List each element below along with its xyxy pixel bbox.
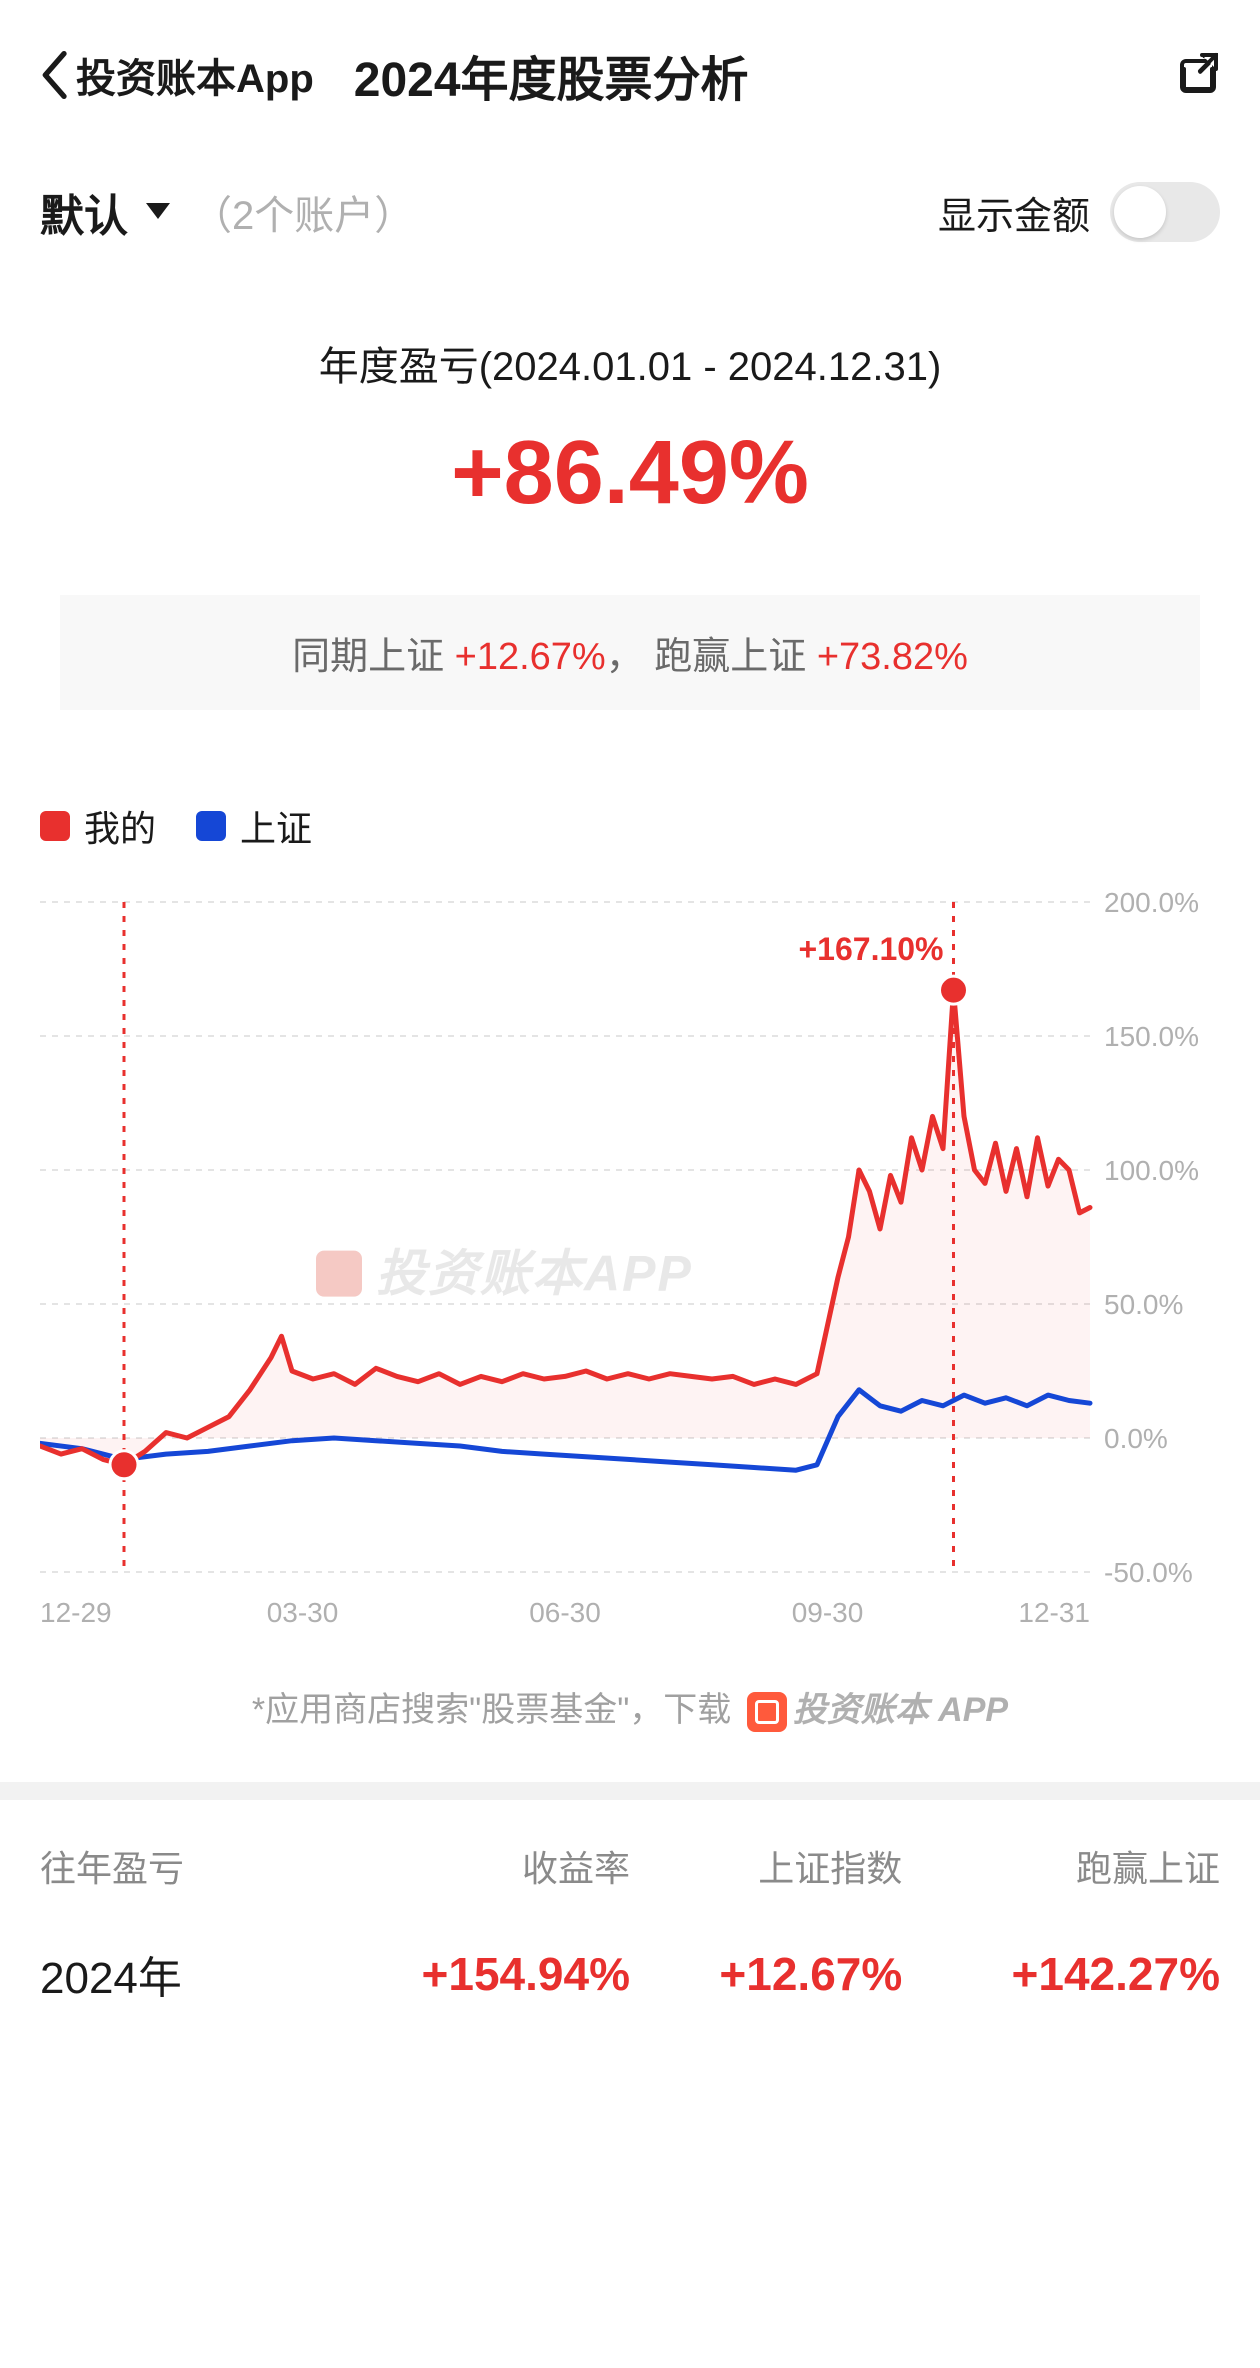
svg-text:+167.10%: +167.10% [798, 931, 943, 967]
legend-item-index: 上证 [196, 800, 312, 852]
svg-text:12-29: 12-29 [40, 1597, 112, 1628]
summary-block: 年度盈亏(2024.01.01 - 2024.12.31) +86.49% [0, 264, 1260, 555]
col-index: 上证指数 [630, 1840, 902, 1892]
legend-label-mine: 我的 [84, 800, 156, 852]
back-button[interactable]: 投资账本App [40, 46, 314, 104]
compare-box: 同期上证 +12.67%， 跑赢上证 +73.82% [60, 595, 1200, 710]
share-button[interactable] [1176, 51, 1220, 100]
account-bar: 默认 （2个账户） 显示金额 [0, 130, 1260, 264]
col-beat: 跑赢上证 [902, 1840, 1220, 1892]
footer-appname: 投资账本 [793, 1691, 929, 1729]
compare-right-value: +73.82% [817, 636, 968, 678]
compare-separator: ， [606, 636, 644, 678]
header-bar: 投资账本App 2024年度股票分析 [0, 0, 1260, 130]
legend-swatch-mine [40, 811, 70, 841]
legend-item-mine: 我的 [40, 800, 156, 852]
chart-container: -50.0% 0.0% 50.0% 100.0% 150.0% 200.0% 12-29 03… [0, 872, 1260, 1652]
account-selector-label: 默认 [40, 180, 128, 244]
col-year: 往年盈亏 [40, 1840, 312, 1892]
svg-text:0.0%: 0.0% [1104, 1423, 1168, 1454]
history-table: 往年盈亏 收益率 上证指数 跑赢上证 2024年 +154.94% +12.67… [0, 1800, 1260, 2066]
svg-text:100.0%: 100.0% [1104, 1155, 1199, 1186]
chevron-left-icon [40, 51, 72, 99]
account-selector[interactable]: 默认 [40, 180, 172, 244]
cell-return: +154.94% [312, 1947, 630, 2001]
table-row[interactable]: 2024年 +154.94% +12.67% +142.27% [40, 1942, 1220, 2006]
svg-text:03-30: 03-30 [267, 1597, 339, 1628]
chart-legend: 我的 上证 [0, 710, 1260, 872]
share-icon [1176, 51, 1220, 95]
svg-text:50.0%: 50.0% [1104, 1289, 1183, 1320]
svg-text:投资账本APP: 投资账本APP [376, 1246, 693, 1302]
footer-note: *应用商店搜索"股票基金"，下载 投资账本 APP [0, 1652, 1260, 1782]
footer-suffix: APP [929, 1691, 1008, 1729]
account-count: （2个账户） [192, 183, 414, 241]
compare-left-label: 同期上证 [292, 636, 455, 678]
show-amount-toggle[interactable] [1110, 182, 1220, 242]
main-return-value: +86.49% [40, 422, 1220, 525]
caret-down-icon [144, 201, 172, 223]
svg-text:-50.0%: -50.0% [1104, 1557, 1193, 1588]
back-label: 投资账本App [76, 46, 314, 104]
legend-label-index: 上证 [240, 800, 312, 852]
svg-text:09-30: 09-30 [792, 1597, 864, 1628]
svg-text:200.0%: 200.0% [1104, 887, 1199, 918]
svg-text:12-31: 12-31 [1018, 1597, 1090, 1628]
range-label: 年度盈亏(2024.01.01 - 2024.12.31) [40, 334, 1220, 392]
cell-beat: +142.27% [902, 1947, 1220, 2001]
performance-chart[interactable]: -50.0% 0.0% 50.0% 100.0% 150.0% 200.0% 12-29 03… [40, 872, 1220, 1652]
cell-year: 2024年 [40, 1942, 312, 2006]
table-header-row: 往年盈亏 收益率 上证指数 跑赢上证 [40, 1840, 1220, 1942]
compare-right-label: 跑赢上证 [654, 636, 817, 678]
svg-text:150.0%: 150.0% [1104, 1021, 1199, 1052]
show-amount-label: 显示金额 [938, 185, 1090, 240]
svg-text:06-30: 06-30 [529, 1597, 601, 1628]
section-divider [0, 1782, 1260, 1800]
legend-swatch-index [196, 811, 226, 841]
footer-prefix: *应用商店搜索"股票基金"，下载 [252, 1691, 731, 1729]
compare-left-value: +12.67% [455, 636, 606, 678]
cell-index: +12.67% [630, 1947, 902, 2001]
app-icon [747, 1692, 787, 1732]
page-title: 2024年度股票分析 [354, 40, 1176, 110]
col-return: 收益率 [312, 1840, 630, 1892]
